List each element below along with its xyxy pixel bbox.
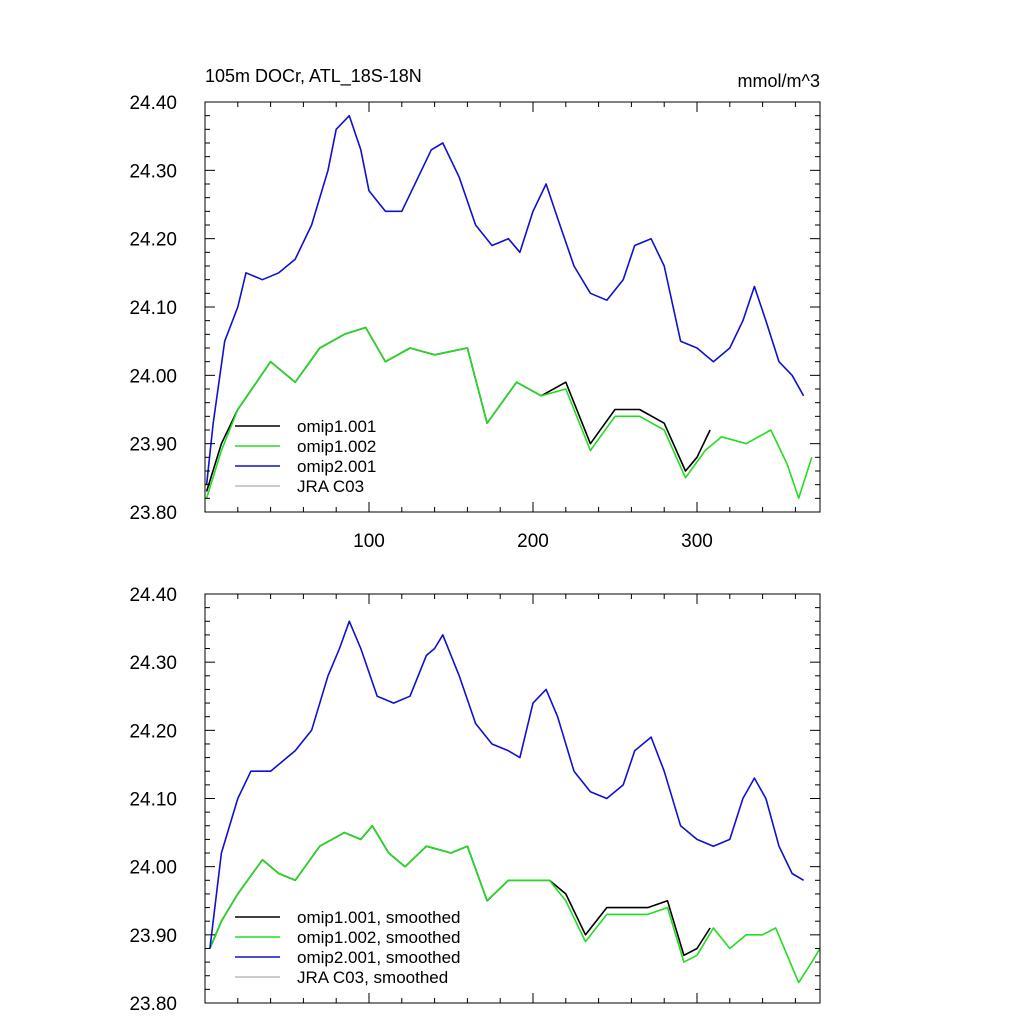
series-line-3 xyxy=(205,114,805,485)
y-tick-label: 24.40 xyxy=(129,93,177,114)
units-label: mmol/m^3 xyxy=(738,71,820,91)
y-tick-label: 24.20 xyxy=(129,230,177,251)
legend-label: omip2.001, smoothed xyxy=(297,948,461,967)
legend-label: JRA C03, smoothed xyxy=(297,968,448,987)
bottom-panel: 24.40 24.30 24.20 24.10 24.00 23.90 23.80 omip1… xyxy=(129,585,821,1015)
legend-label: JRA C03 xyxy=(297,477,364,496)
y-tick-label: 24.10 xyxy=(129,790,177,811)
y-tick-label: 24.30 xyxy=(129,653,177,674)
series-line-2 xyxy=(209,825,821,984)
series-line-1 xyxy=(205,326,711,492)
y-tick-label: 23.90 xyxy=(129,435,177,456)
chart-title: 105m DOCr, ATL_18S-18N xyxy=(205,66,422,87)
y-tick-label: 24.00 xyxy=(129,366,177,387)
y-tick-label: 24.10 xyxy=(129,298,177,319)
y-tick-label: 23.80 xyxy=(129,503,177,524)
y-tick-label: 24.30 xyxy=(129,161,177,182)
y-tick-label: 23.90 xyxy=(129,926,177,947)
top-panel: 24.40 24.30 24.20 24.10 24.00 23.90 23.80 100 20… xyxy=(129,93,821,552)
legend-label: omip2.001 xyxy=(297,457,376,476)
x-tick-label: 200 xyxy=(517,531,549,552)
y-tick-label: 24.00 xyxy=(129,858,177,879)
x-tick-label: 100 xyxy=(353,531,385,552)
series-line-3 xyxy=(209,620,805,949)
series-line-2 xyxy=(205,326,813,500)
y-tick-label: 24.20 xyxy=(129,721,177,742)
legend-label: omip1.002, smoothed xyxy=(297,928,461,947)
legend-label: omip1.002 xyxy=(297,437,376,456)
x-tick-label: 300 xyxy=(681,531,713,552)
y-tick-label: 24.40 xyxy=(129,585,177,606)
legend-label: omip1.001, smoothed xyxy=(297,908,461,927)
legend-label: omip1.001 xyxy=(297,417,376,436)
y-tick-label: 23.80 xyxy=(129,994,177,1015)
